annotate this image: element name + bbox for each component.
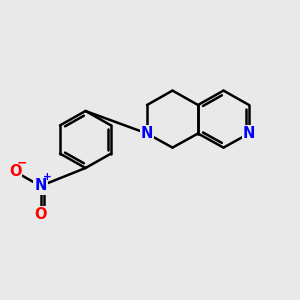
Text: N: N	[243, 126, 255, 141]
Text: −: −	[16, 156, 27, 169]
Text: N: N	[141, 126, 153, 141]
Text: O: O	[9, 164, 21, 179]
Text: N: N	[34, 178, 47, 194]
Text: +: +	[43, 172, 52, 182]
Text: O: O	[34, 207, 47, 222]
